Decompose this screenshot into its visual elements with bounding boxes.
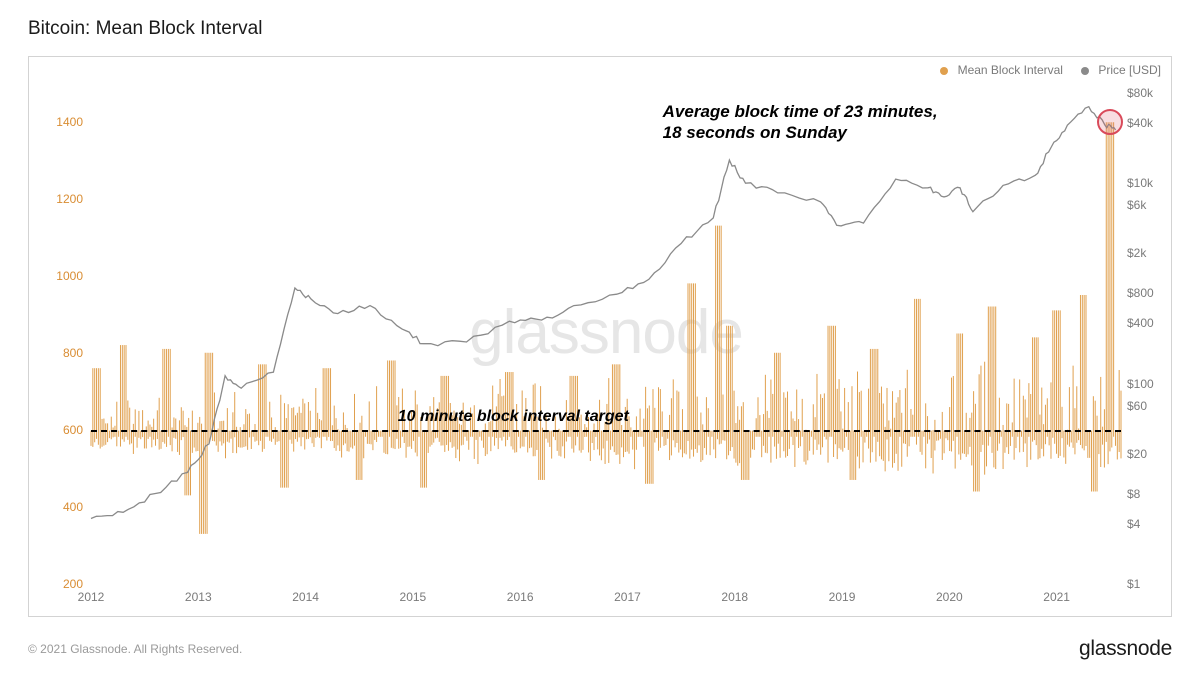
y-axis-left: 200400600800100012001400 — [37, 83, 87, 584]
chart-svg — [91, 83, 1121, 584]
x-tick: 2014 — [292, 590, 319, 604]
target-dashed-line — [91, 430, 1121, 432]
y-right-tick: $4 — [1127, 517, 1140, 531]
y-left-tick: 800 — [63, 346, 83, 360]
y-left-tick: 400 — [63, 500, 83, 514]
x-tick: 2012 — [78, 590, 105, 604]
x-tick: 2015 — [400, 590, 427, 604]
x-tick: 2018 — [721, 590, 748, 604]
y-left-tick: 1200 — [56, 192, 83, 206]
y-right-tick: $1 — [1127, 577, 1140, 591]
legend: Mean Block Interval Price [USD] — [940, 63, 1161, 77]
chart-title: Bitcoin: Mean Block Interval — [28, 18, 1172, 40]
y-left-tick: 1000 — [56, 269, 83, 283]
x-tick: 2021 — [1043, 590, 1070, 604]
price-line — [91, 107, 1116, 519]
legend-item-price: Price [USD] — [1081, 63, 1161, 77]
x-tick: 2017 — [614, 590, 641, 604]
x-tick: 2013 — [185, 590, 212, 604]
legend-label-price: Price [USD] — [1098, 63, 1161, 77]
x-tick: 2020 — [936, 590, 963, 604]
legend-dot-price — [1081, 67, 1089, 75]
y-right-tick: $20 — [1127, 447, 1147, 461]
highlight-circle — [1097, 109, 1123, 135]
y-right-tick: $100 — [1127, 377, 1154, 391]
y-right-tick: $8 — [1127, 487, 1140, 501]
x-tick: 2019 — [829, 590, 856, 604]
y-right-tick: $80k — [1127, 86, 1153, 100]
y-right-tick: $40k — [1127, 116, 1153, 130]
y-left-tick: 1400 — [56, 115, 83, 129]
plot-area: glassnode 10 minute block interval targe… — [91, 83, 1121, 584]
legend-label-interval: Mean Block Interval — [958, 63, 1063, 77]
copyright: © 2021 Glassnode. All Rights Reserved. — [28, 642, 242, 656]
x-tick: 2016 — [507, 590, 534, 604]
interval-series — [91, 122, 1121, 534]
y-right-tick: $400 — [1127, 316, 1154, 330]
y-right-tick: $2k — [1127, 246, 1146, 260]
y-right-tick: $60 — [1127, 399, 1147, 413]
y-left-tick: 600 — [63, 423, 83, 437]
y-left-tick: 200 — [63, 577, 83, 591]
annotation-target: 10 minute block interval target — [398, 408, 629, 426]
annotation-spike-line1: Average block time of 23 minutes, — [663, 102, 938, 121]
chart-frame: Mean Block Interval Price [USD] 200 400 60… — [28, 56, 1172, 617]
y-axis-right: $1$4$8$20$60$100$400$800$2k$6k$10k$40k$8… — [1123, 83, 1165, 584]
legend-item-interval: Mean Block Interval — [940, 63, 1063, 77]
y-right-tick: $10k — [1127, 176, 1153, 190]
y-right-tick: $6k — [1127, 198, 1146, 212]
annotation-spike-line2: 18 seconds on Sunday — [663, 123, 847, 142]
y-right-tick: $800 — [1127, 286, 1154, 300]
legend-dot-interval — [940, 67, 948, 75]
annotation-spike: Average block time of 23 minutes, 18 sec… — [663, 101, 938, 144]
x-axis: 2012201320142015201620172018201920202021 — [91, 588, 1121, 610]
brand-logo: glassnode — [1079, 637, 1172, 661]
